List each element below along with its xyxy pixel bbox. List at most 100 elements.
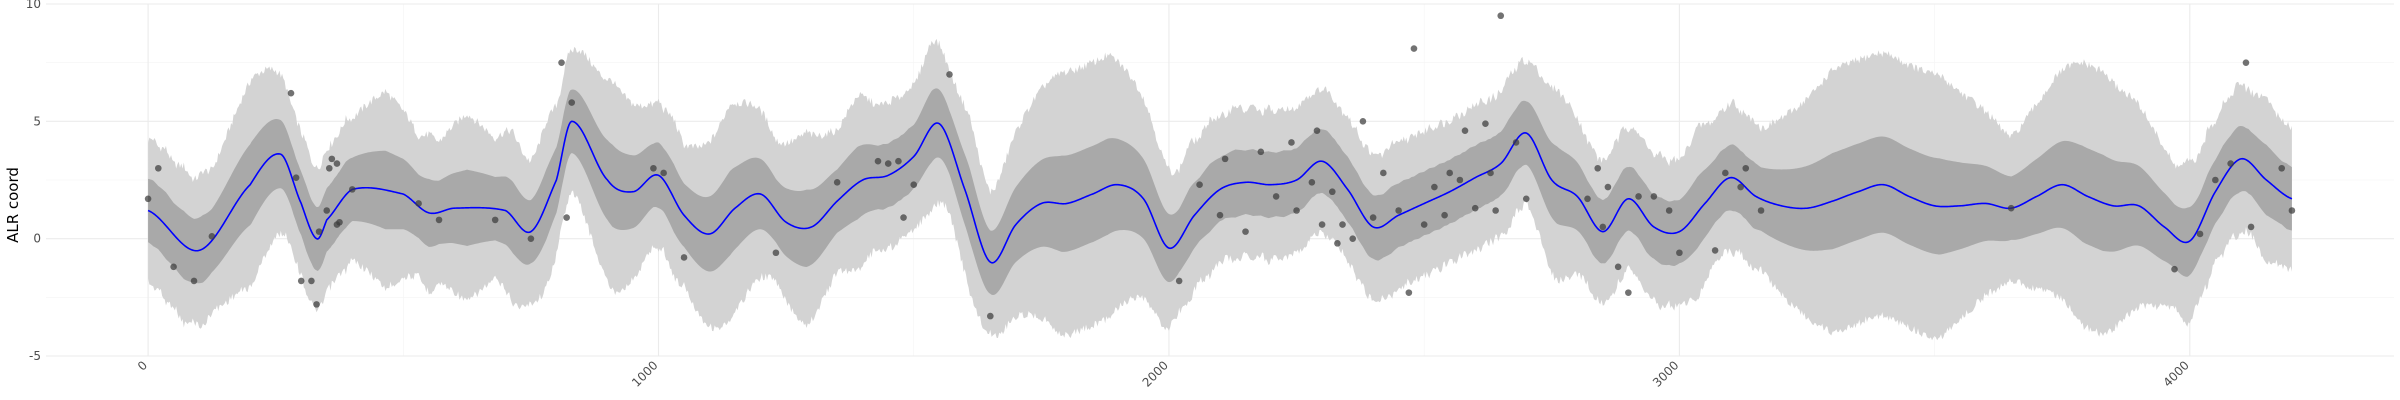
data-point [313, 301, 320, 308]
data-point [1737, 183, 1744, 191]
data-point [1482, 120, 1489, 127]
data-point [1604, 183, 1612, 191]
mean-line-path [147, 120, 2293, 264]
x-tick-label: 2000 [1140, 358, 1171, 389]
data-point [491, 216, 499, 224]
data-point [323, 207, 331, 214]
data-point [910, 181, 918, 188]
data-point [170, 263, 177, 271]
data-point [336, 218, 343, 226]
data-point [1369, 214, 1377, 221]
data-point [1175, 277, 1183, 285]
data-point [833, 179, 841, 186]
data-point [772, 249, 780, 257]
data-point [333, 160, 341, 167]
data-point [1665, 207, 1673, 214]
data-point [1405, 289, 1413, 296]
data-point [1288, 139, 1295, 146]
data-point [415, 200, 422, 207]
data-point [1461, 127, 1469, 135]
data-point [348, 186, 356, 193]
data-point [1318, 221, 1326, 228]
mean-line [147, 120, 2293, 264]
data-point [1420, 221, 1428, 228]
data-point [1471, 204, 1479, 212]
data-point [1334, 240, 1341, 247]
data-point [1272, 193, 1280, 200]
data-point [1742, 164, 1750, 172]
y-tick-label: 10 [26, 0, 41, 11]
data-point [1359, 118, 1367, 125]
data-point [1216, 211, 1224, 219]
data-point [1594, 164, 1602, 172]
data-point [292, 174, 300, 181]
data-point [1395, 207, 1402, 214]
data-point [2278, 164, 2286, 172]
data-point [660, 169, 667, 177]
data-point [190, 277, 198, 285]
data-point [1257, 148, 1265, 156]
data-point [1635, 193, 1642, 200]
data-point [1308, 179, 1316, 186]
data-point [1512, 139, 1520, 146]
x-tick-label: 3000 [1650, 358, 1681, 389]
data-point [208, 233, 216, 240]
data-point [1441, 211, 1448, 219]
data-point [568, 99, 576, 106]
data-point [1313, 127, 1321, 135]
inner-band-area [148, 88, 2292, 296]
data-point [2227, 160, 2234, 167]
data-point [563, 214, 570, 221]
data-point [1456, 176, 1464, 184]
y-tick-label: -5 [29, 349, 41, 363]
data-point [1650, 193, 1658, 200]
data-point [884, 160, 892, 167]
data-point [2212, 176, 2219, 184]
data-point [144, 195, 152, 203]
data-point [900, 214, 907, 221]
data-point [2242, 59, 2250, 66]
data-point [1625, 289, 1632, 296]
data-point [1446, 169, 1453, 177]
y-tick-label: 5 [33, 114, 41, 128]
x-axis-tick-labels: 0 1000 2000 3000 4000 [135, 358, 2192, 389]
data-point [946, 71, 953, 78]
data-point [1196, 181, 1203, 188]
data-point [1293, 207, 1300, 214]
data-point [1757, 207, 1765, 214]
data-point [2247, 223, 2255, 231]
data-point [527, 235, 535, 242]
data-point [435, 216, 443, 224]
data-point [1339, 221, 1346, 228]
data-point [987, 312, 994, 320]
data-point [2171, 265, 2178, 273]
data-point [297, 277, 305, 285]
x-tick-label: 4000 [2160, 358, 2191, 389]
data-point [1242, 228, 1249, 235]
y-axis-tick-labels: -5 0 5 10 [26, 0, 41, 363]
data-point [680, 254, 688, 261]
data-point [650, 164, 657, 172]
inner-credible-band [148, 88, 2292, 296]
data-point [1676, 249, 1683, 257]
data-point [325, 164, 333, 172]
data-point [308, 277, 315, 285]
data-point [1328, 188, 1336, 196]
data-point [1380, 169, 1387, 177]
x-tick-label: 0 [135, 358, 150, 373]
data-point [1497, 12, 1505, 20]
data-point [1711, 247, 1719, 254]
data-point [1722, 169, 1729, 177]
data-point [2196, 230, 2204, 238]
data-point [895, 157, 902, 165]
data-point [315, 228, 323, 235]
data-point [2007, 204, 2015, 212]
data-point [1221, 155, 1229, 163]
data-point [558, 59, 565, 66]
data-point [1431, 183, 1438, 191]
data-point [1614, 263, 1622, 271]
data-point [1492, 207, 1499, 214]
data-point [874, 157, 882, 165]
data-point [328, 155, 336, 163]
